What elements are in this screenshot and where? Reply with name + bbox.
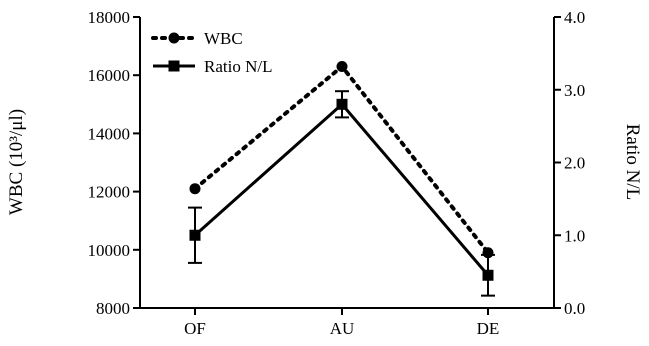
- y-right-tick-label: 2.0: [564, 154, 585, 173]
- data-point: [189, 183, 201, 195]
- x-tick-label: DE: [477, 319, 500, 338]
- data-point: [336, 98, 348, 110]
- x-tick-label: AU: [330, 319, 355, 338]
- data-point: [189, 229, 201, 241]
- y-left-tick-label: 10000: [88, 241, 131, 260]
- legend: WBC Ratio N/L: [151, 29, 272, 76]
- y-left-tick-label: 8000: [96, 299, 130, 318]
- x-tick-label: OF: [184, 319, 206, 338]
- y-right-tick-label: 4.0: [564, 8, 585, 27]
- y-axis-left-title: WBC (10³/μl): [6, 109, 27, 215]
- y-right-tick-label: 0.0: [564, 299, 585, 318]
- data-point: [336, 60, 348, 72]
- y-axis-right-title: Ratio N/L: [622, 124, 643, 201]
- y-left-tick-label: 16000: [88, 66, 131, 85]
- legend-marker: [168, 32, 180, 44]
- series-line: [194, 102, 490, 277]
- y-right-tick-label: 3.0: [564, 81, 585, 100]
- series-layer: [188, 60, 495, 297]
- y-left-tick-label: 18000: [88, 8, 131, 27]
- y-right-tick-label: 1.0: [564, 226, 585, 245]
- axes: 8000 10000 12000 14000 16000 18000 0.0 1.0 2.0 3.…: [88, 8, 586, 338]
- legend-label: Ratio N/L: [204, 57, 272, 76]
- y-left-tick-label: 14000: [88, 124, 131, 143]
- data-point: [482, 269, 494, 281]
- y-left-tick-label: 12000: [88, 183, 131, 202]
- legend-label: WBC: [204, 29, 243, 48]
- legend-marker: [168, 60, 180, 72]
